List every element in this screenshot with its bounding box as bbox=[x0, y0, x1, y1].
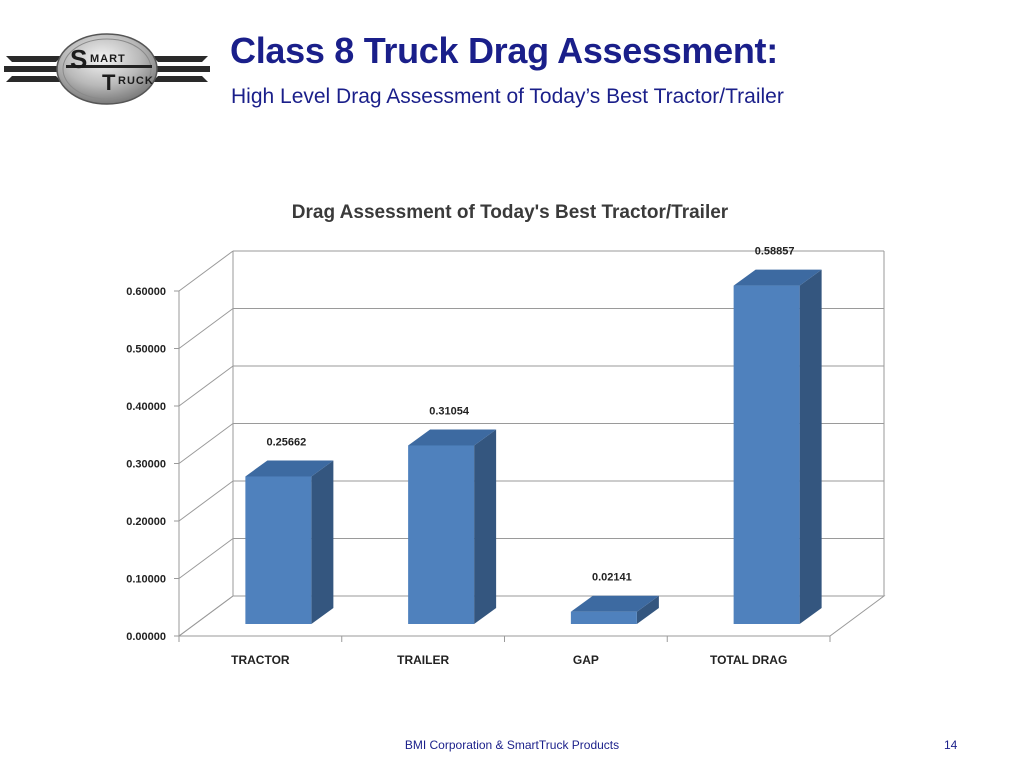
y-tick-label: 0.40000 bbox=[126, 401, 166, 413]
bar-side bbox=[474, 429, 497, 624]
x-tick-label: TRACTOR bbox=[231, 653, 290, 667]
logo-initial-t: T bbox=[102, 70, 116, 95]
bar-total-drag bbox=[733, 269, 822, 624]
x-tick-label: TRAILER bbox=[397, 653, 449, 667]
y-tick-label: 0.30000 bbox=[126, 459, 166, 471]
logo-text-line1: MART bbox=[90, 53, 126, 65]
bar-gap bbox=[570, 595, 659, 624]
bar-top bbox=[570, 595, 659, 612]
bar-front bbox=[408, 445, 475, 624]
slide-subtitle: High Level Drag Assessment of Today’s Be… bbox=[231, 85, 784, 108]
bar-side bbox=[311, 460, 334, 624]
y-tick-label: 0.10000 bbox=[126, 574, 166, 586]
chart-floor bbox=[177, 595, 886, 637]
gridline-side bbox=[178, 480, 234, 522]
bar-trailer bbox=[408, 429, 497, 624]
slide-title: Class 8 Truck Drag Assessment: bbox=[230, 30, 778, 71]
logo-stripes bbox=[4, 56, 210, 82]
gridline-side bbox=[178, 423, 234, 464]
page-number: 14 bbox=[944, 738, 958, 752]
y-tick-label: 0.50000 bbox=[126, 344, 166, 356]
chart-title: Drag Assessment of Today's Best Tractor/… bbox=[292, 202, 729, 223]
y-tick-label: 0.00000 bbox=[126, 631, 166, 643]
chart-bars bbox=[245, 269, 822, 624]
data-label: 0.31054 bbox=[429, 405, 470, 417]
data-label: 0.02141 bbox=[592, 572, 632, 584]
footer-text: BMI Corporation & SmartTruck Products bbox=[404, 738, 620, 752]
bar-side bbox=[636, 595, 659, 624]
drag-assessment-chart: Drag Assessment of Today's Best Tractor/… bbox=[126, 202, 886, 667]
smarttruck-logo: S MART T RUCK bbox=[4, 30, 210, 108]
x-tick-label: GAP bbox=[573, 653, 599, 667]
chart-axes: 0.00000 0.10000 0.20000 0.30000 0.40000 0.500… bbox=[126, 251, 886, 643]
logo-initial-s: S bbox=[70, 44, 87, 74]
x-tick-label: TOTAL DRAG bbox=[710, 653, 787, 667]
logo-text-line2: RUCK bbox=[118, 75, 154, 87]
bar-top bbox=[245, 460, 334, 477]
bar-front bbox=[733, 285, 800, 624]
y-tick-label: 0.60000 bbox=[126, 286, 166, 298]
y-tick-label: 0.20000 bbox=[126, 516, 166, 528]
bar-front bbox=[570, 611, 637, 624]
bar-top bbox=[733, 269, 822, 286]
gridline-side bbox=[178, 308, 234, 349]
bar-side bbox=[799, 269, 822, 624]
data-label: 0.25662 bbox=[266, 436, 306, 448]
data-label: 0.58857 bbox=[755, 246, 795, 258]
gridline-side bbox=[178, 250, 234, 292]
gridline-side bbox=[178, 365, 234, 407]
bar-front bbox=[245, 476, 312, 624]
gridline-side bbox=[178, 538, 234, 579]
bar-top bbox=[408, 429, 497, 446]
bar-tractor bbox=[245, 460, 334, 624]
chart-labels: 0.25662 TRACTOR 0.31054 TRAILER 0.02141 GAP 0.… bbox=[231, 246, 794, 667]
